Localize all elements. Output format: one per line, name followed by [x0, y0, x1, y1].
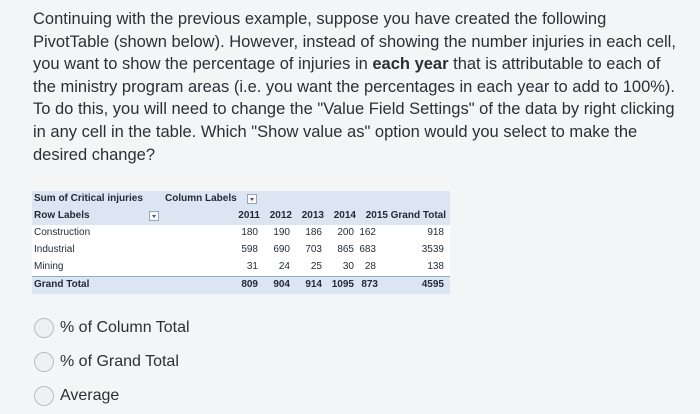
table-cell-total[interactable]: 138 — [427, 261, 444, 272]
table-cell[interactable]: 809 — [241, 279, 258, 290]
table-cell-total[interactable]: 3539 — [421, 244, 444, 255]
table-cell[interactable]: 598 — [241, 244, 258, 255]
year-header: 2011 — [238, 210, 260, 221]
option-label: Average — [60, 387, 120, 404]
year-header: 2012 — [269, 210, 292, 221]
table-row: Industrial 598 690 703 865 683 3539 — [32, 242, 450, 259]
year-header: 2014 — [333, 210, 356, 221]
table-cell[interactable]: 25 — [310, 261, 322, 272]
year-header: 2013 — [301, 210, 324, 221]
table-row: Construction 180 190 186 200 162 918 — [32, 225, 450, 242]
grand-total-label: Grand Total — [34, 279, 90, 290]
column-labels: Column Labels — [165, 193, 237, 204]
table-cell[interactable]: 865 — [337, 244, 354, 255]
table-cell[interactable]: 28 — [364, 261, 376, 272]
table-cell[interactable]: 904 — [273, 279, 290, 290]
row-labels: Row Labels — [34, 210, 90, 221]
pivot-title: Sum of Critical injuries — [34, 193, 143, 204]
table-cell[interactable]: 914 — [305, 279, 322, 290]
question-text: Continuing with the previous example, su… — [33, 8, 683, 166]
table-cell[interactable]: 186 — [305, 227, 322, 238]
table-cell[interactable]: 24 — [278, 261, 290, 272]
row-label: Mining — [34, 261, 64, 272]
pivot-years-row: Row Labels 2011 2012 2013 2014 2015 Gran… — [32, 208, 450, 225]
table-cell[interactable]: 200 — [337, 227, 354, 238]
row-labels-dropdown-icon[interactable] — [149, 211, 159, 221]
table-row: Mining 31 24 25 30 28 138 — [32, 259, 450, 276]
table-cell[interactable]: 683 — [359, 244, 376, 255]
radio-button[interactable] — [34, 386, 54, 406]
table-cell[interactable]: 162 — [359, 227, 376, 238]
column-labels-dropdown-icon[interactable] — [247, 194, 257, 204]
table-cell[interactable]: 690 — [273, 244, 290, 255]
radio-button[interactable] — [34, 318, 54, 338]
table-cell-total[interactable]: 4595 — [421, 279, 444, 290]
radio-button[interactable] — [34, 352, 54, 372]
table-cell[interactable]: 30 — [342, 261, 354, 272]
table-cell[interactable]: 31 — [246, 261, 258, 272]
table-cell[interactable]: 873 — [361, 279, 378, 290]
question-part1: Continuing with the previous example, su… — [33, 10, 676, 74]
option-label: % of Column Total — [60, 319, 190, 336]
table-cell[interactable]: 1095 — [331, 279, 354, 290]
grand-total-row: Grand Total 809 904 914 1095 873 4595 — [32, 276, 450, 294]
table-cell[interactable]: 190 — [273, 227, 290, 238]
year-header: 2015 — [365, 210, 388, 221]
row-label: Industrial — [34, 244, 75, 255]
table-cell[interactable]: 180 — [241, 227, 258, 238]
table-cell-total[interactable]: 918 — [427, 227, 444, 238]
pivot-header-row: Sum of Critical injuries Column Labels — [32, 191, 450, 208]
table-cell[interactable]: 703 — [305, 244, 322, 255]
pivot-table: Sum of Critical injuries Column Labels R… — [32, 191, 450, 296]
question-emphasis: each year — [372, 55, 449, 74]
question-part2: that is attributable to each of the mini… — [33, 55, 676, 164]
row-label: Construction — [34, 227, 91, 238]
option-label: % of Grand Total — [60, 353, 179, 370]
grand-total-header: Grand Total — [390, 210, 446, 221]
